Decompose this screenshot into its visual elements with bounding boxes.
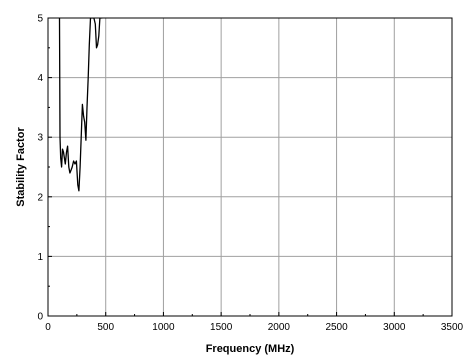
x-tick-label: 2500: [325, 322, 348, 333]
x-tick-label: 3000: [383, 322, 406, 333]
x-tick-label: 500: [97, 322, 114, 333]
y-tick-label: 1: [37, 252, 43, 263]
y-tick-label: 2: [37, 192, 43, 203]
y-tick-label: 0: [37, 312, 43, 323]
series-line: [58, 18, 103, 192]
y-axis-title: Stability Factor: [15, 127, 27, 207]
x-tick-label: 2000: [268, 322, 291, 333]
y-tick-label: 5: [37, 14, 43, 25]
y-tick-label: 3: [37, 133, 43, 144]
x-tick-label: 0: [45, 322, 51, 333]
tick-layer: 0 500 1000 1500 2000 2500 3000 3500 0 1 2 3 4 5: [37, 14, 463, 334]
line-layer: [58, 18, 103, 192]
x-tick-label: 1500: [210, 322, 233, 333]
plot-frame: [47, 17, 453, 317]
x-axis-title: Frequency (MHz): [206, 343, 295, 355]
x-tick-label: 3500: [441, 322, 464, 333]
grid-layer: [48, 18, 452, 316]
x-tick-label: 1000: [152, 322, 175, 333]
y-tick-label: 4: [37, 73, 43, 84]
